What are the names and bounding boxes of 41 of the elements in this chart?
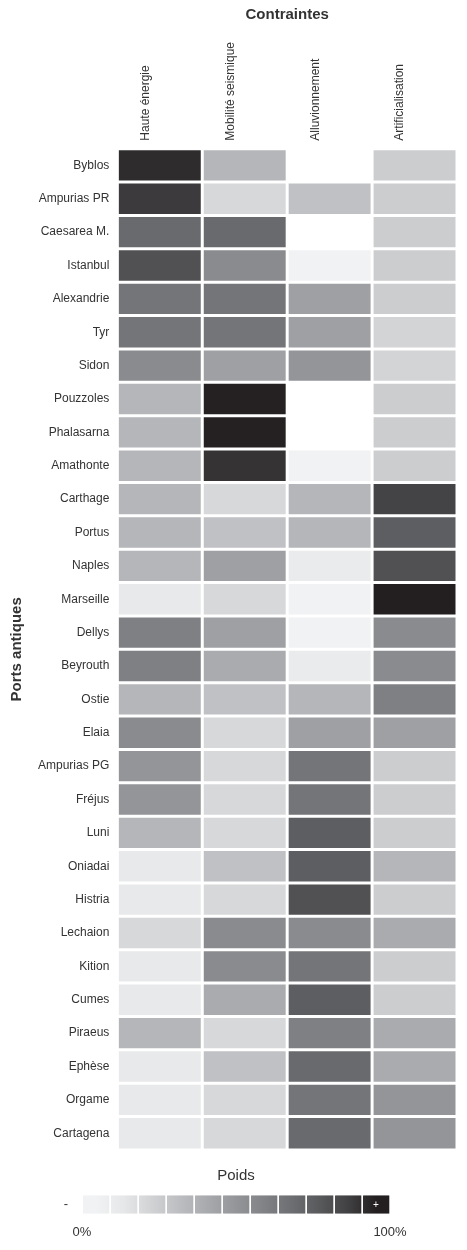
y-tick-label: Lechaion — [60, 925, 110, 940]
y-tick-label: Beyrouth — [61, 658, 110, 673]
y-tick-label: Cumes — [71, 992, 110, 1007]
x-tick-label: Mobilité seismique — [222, 41, 237, 141]
y-tick-label: Orgame — [66, 1092, 110, 1107]
y-tick-label: Luni — [86, 825, 110, 840]
y-tick-label: Histria — [75, 891, 110, 906]
y-tick-label: Marseille — [61, 591, 110, 606]
y-tick-label: Carthage — [59, 491, 110, 506]
y-tick-label: Oniadai — [67, 858, 110, 873]
x-tick-label: Haute énergie — [137, 64, 152, 141]
color-bar-label: 100% — [373, 1223, 408, 1239]
x-tick-label: Artificialisation — [392, 64, 407, 141]
chart-title: Contraintes — [245, 5, 329, 23]
y-axis-title: Ports antiques — [7, 597, 25, 702]
y-tick-label: Ampurias PG — [38, 758, 110, 773]
y-tick-label: Pouzzoles — [53, 391, 110, 406]
color-bar-label: 0% — [72, 1223, 92, 1239]
text: + — [373, 1199, 380, 1211]
y-tick-label: Amathonte — [51, 458, 110, 473]
y-tick-label: Kition — [79, 958, 110, 973]
y-tick-label: Istanbul — [67, 257, 110, 272]
y-tick-label: Ostie — [81, 691, 110, 706]
y-tick-label: Phalasarna — [48, 424, 110, 439]
y-tick-label: Ephèse — [68, 1058, 110, 1073]
y-tick-label: Caesarea M. — [40, 224, 110, 239]
color-bar-title: Poids — [217, 1166, 255, 1184]
x-tick-label: Alluvionnement — [307, 57, 322, 141]
y-tick-label: Sidon — [78, 357, 110, 372]
y-tick-label: Byblos — [73, 157, 110, 172]
y-tick-label: Portus — [74, 524, 110, 539]
text: - — [63, 1195, 69, 1211]
y-tick-label: Cartagena — [53, 1125, 110, 1140]
y-tick-label: Tyr — [92, 324, 110, 339]
y-tick-label: Fréjus — [76, 791, 110, 806]
y-tick-label: Ampurias PR — [38, 191, 110, 206]
y-tick-label: Alexandrie — [52, 291, 110, 306]
y-tick-label: Elaia — [82, 725, 110, 740]
y-tick-label: Piraeus — [68, 1025, 110, 1040]
y-tick-label: Dellys — [76, 624, 110, 639]
y-tick-label: Naples — [72, 558, 110, 573]
